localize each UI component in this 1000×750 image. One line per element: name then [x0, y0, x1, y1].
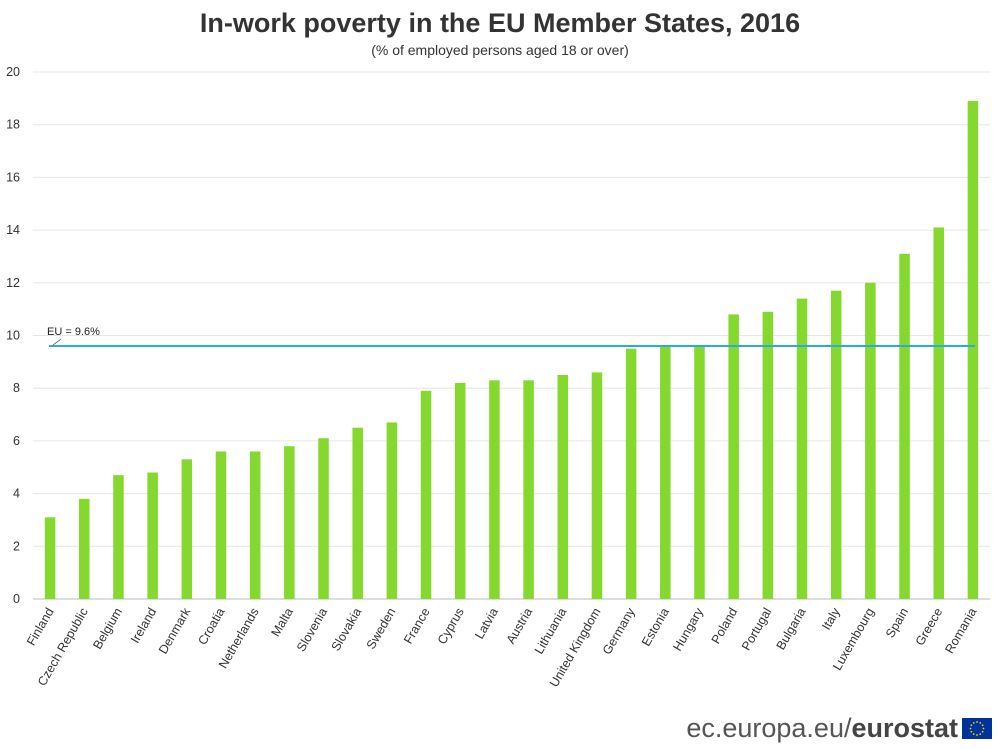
chart-title: In-work poverty in the EU Member States,…	[199, 8, 801, 38]
bar	[420, 390, 432, 599]
bar	[318, 438, 329, 599]
x-tick-label: France	[401, 605, 433, 646]
bar	[113, 475, 124, 599]
footer-domain: ec.europa.eu/	[686, 713, 852, 743]
flag-star	[982, 727, 985, 730]
bars	[44, 100, 979, 600]
chart-subtitle: (% of employed persons aged 18 or over)	[371, 42, 629, 58]
bar	[79, 498, 90, 599]
footer-brand: eurostat	[851, 713, 958, 743]
bar	[249, 451, 261, 599]
bar	[284, 446, 295, 599]
x-tick-label: Romania	[942, 605, 979, 655]
gridlines	[33, 71, 990, 600]
flag-star	[976, 734, 978, 736]
flag-star	[970, 724, 973, 727]
eu-average-line: EU = 9.6%	[47, 326, 975, 348]
bar	[694, 346, 705, 599]
y-tick-label: 0	[13, 592, 20, 606]
x-tick-label: Cyprus	[435, 606, 467, 647]
x-tick-label: Finland	[24, 605, 57, 648]
y-tick-label: 14	[6, 223, 20, 237]
x-tick-label: Slovakia	[329, 605, 365, 653]
bar	[728, 314, 739, 599]
x-tick-label: Lithuania	[532, 605, 570, 656]
flag-star	[979, 721, 982, 724]
bar	[215, 451, 227, 599]
eu-label-leader	[52, 338, 62, 346]
bar	[625, 348, 637, 599]
bar	[489, 380, 500, 599]
flag-star	[969, 727, 972, 730]
x-tick-label: Estonia	[639, 605, 672, 648]
x-tick-label: Latvia	[472, 605, 501, 641]
y-tick-label: 6	[13, 434, 20, 448]
bar	[591, 372, 603, 599]
bar	[899, 253, 910, 599]
x-tick-label: Ireland	[128, 605, 159, 645]
x-tick-label: Belgium	[90, 606, 125, 652]
flag-star	[979, 733, 982, 736]
y-tick-label: 20	[6, 65, 20, 79]
bar	[386, 422, 398, 599]
eu-average-label: EU = 9.6%	[47, 326, 100, 338]
x-tick-label: Portugal	[739, 606, 774, 653]
x-tick-label: Spain	[883, 605, 911, 640]
footer-logo: ec.europa.eu/ eurostat	[686, 713, 992, 744]
x-tick-label: Greece	[913, 605, 946, 648]
bar	[454, 382, 466, 599]
bar	[523, 380, 534, 599]
bar	[865, 282, 876, 599]
y-tick-label: 2	[13, 539, 20, 553]
x-tick-label: Bulgaria	[774, 605, 809, 652]
bar	[796, 298, 808, 599]
bar	[660, 346, 671, 599]
y-tick-label: 4	[13, 487, 20, 501]
bar	[557, 375, 569, 599]
x-tick-label: Denmark	[156, 605, 194, 657]
x-tick-label: Austria	[504, 605, 536, 646]
x-tick-label: Hungary	[670, 605, 706, 654]
y-tick-label: 16	[6, 170, 20, 184]
flag-star	[981, 730, 984, 733]
bar	[933, 227, 944, 599]
y-tick-label: 10	[6, 329, 20, 343]
flag-star	[970, 730, 973, 733]
bar	[830, 290, 842, 599]
y-tick-label: 18	[6, 118, 20, 132]
bar	[44, 517, 56, 599]
x-tick-label: Croatia	[195, 605, 227, 647]
flag-star	[981, 724, 984, 727]
y-axis: 0 2 4 6 8 10 12 14 16 18 20	[6, 65, 20, 606]
bar	[147, 472, 158, 599]
y-tick-label: 12	[6, 276, 20, 290]
x-tick-label: Germany	[600, 605, 638, 657]
x-tick-label: Slovenia	[294, 605, 330, 654]
x-tick-label: Italy	[819, 605, 843, 633]
bar	[352, 427, 363, 599]
bar	[762, 311, 774, 599]
x-tick-label: Malta	[269, 605, 296, 639]
eu-flag-icon	[962, 718, 992, 739]
flag-star	[972, 721, 975, 724]
x-tick-label: Poland	[709, 605, 741, 646]
y-tick-label: 8	[13, 381, 20, 395]
flag-star	[976, 721, 978, 723]
flag-star	[972, 733, 975, 736]
bar	[967, 100, 979, 600]
x-tick-label: Sweden	[364, 605, 399, 651]
bar	[181, 459, 193, 599]
